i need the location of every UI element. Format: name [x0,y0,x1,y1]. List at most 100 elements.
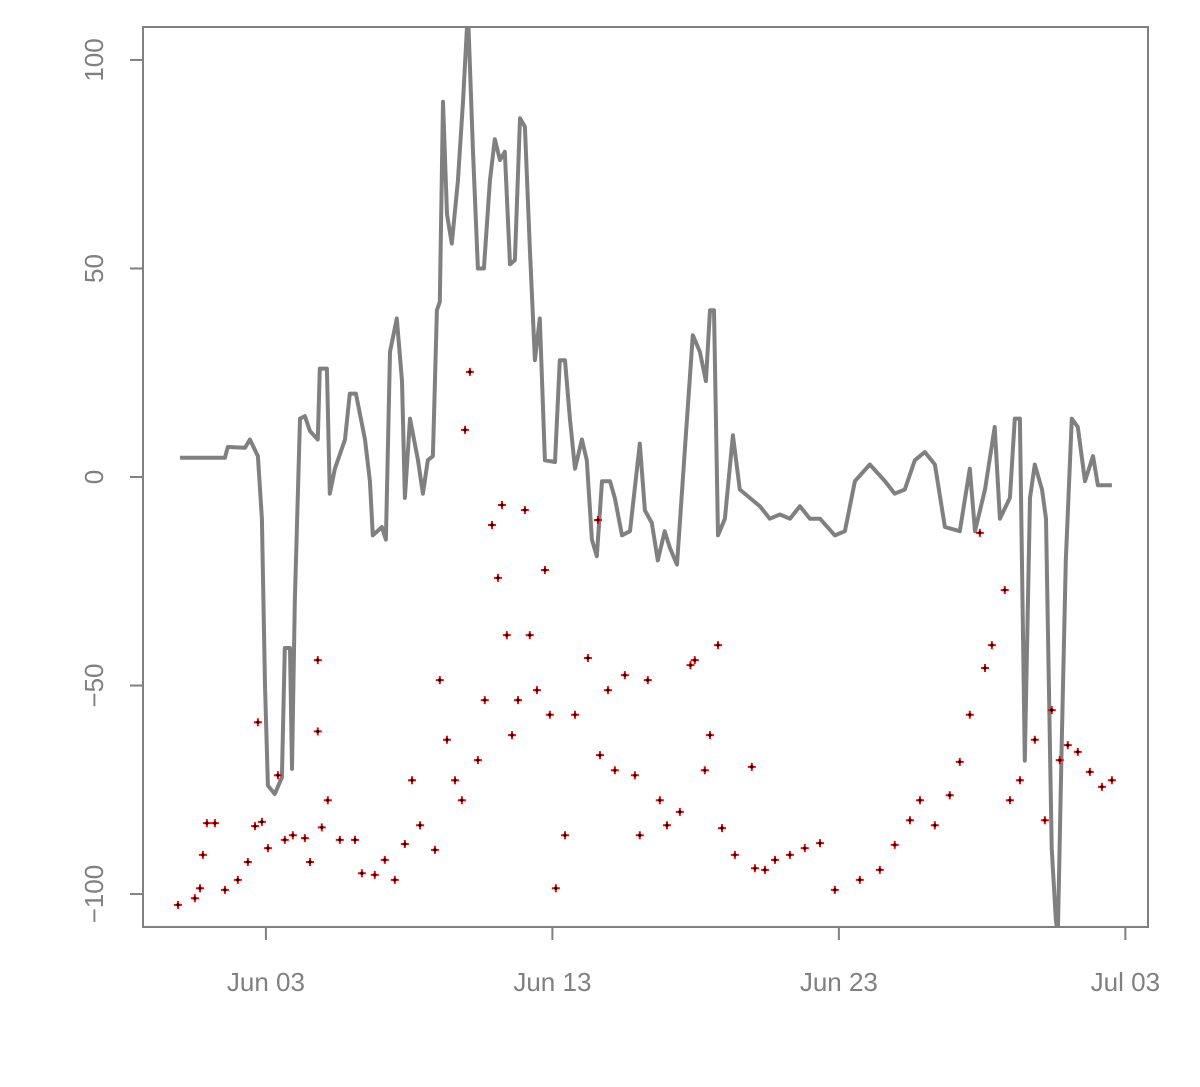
point-center [316,658,320,662]
data-point [253,718,262,727]
point-center [490,523,494,527]
point-center [418,823,422,827]
data-point [635,831,644,840]
point-center [205,821,209,825]
y-tick-label: 50 [79,254,109,283]
point-center [483,698,487,702]
data-point [905,816,914,825]
data-point [317,823,326,832]
point-center [598,753,602,757]
data-point [313,656,322,665]
data-point [620,671,629,680]
point-center [410,778,414,782]
y-tick-label: −100 [79,865,109,924]
point-center [1033,738,1037,742]
point-center [606,688,610,692]
data-point [560,831,569,840]
point-center [908,818,912,822]
data-point [450,776,459,785]
point-center [1043,818,1047,822]
point-center [291,833,295,837]
point-center [198,886,202,890]
point-center [373,873,377,877]
point-center [320,825,324,829]
point-center [563,833,567,837]
data-point [1030,735,1039,744]
point-center [763,868,767,872]
point-center [393,878,397,882]
point-center [528,633,532,637]
data-point [323,796,332,805]
data-point [300,834,309,843]
point-center [573,713,577,717]
data-point [1047,706,1056,715]
data-point [690,656,699,665]
point-center [638,833,642,837]
data-point [390,875,399,884]
point-center [505,633,509,637]
point-center [176,903,180,907]
point-center [968,713,972,717]
data-point [603,686,612,695]
data-point [370,870,379,879]
point-center [433,848,437,852]
point-center [1066,743,1070,747]
data-point [686,661,695,670]
point-center [750,765,754,769]
data-point [610,766,619,775]
data-point [760,865,769,874]
point-center [958,760,962,764]
data-point [551,884,560,893]
data-point [196,884,205,893]
point-center [383,858,387,862]
data-point [1000,586,1009,595]
data-point [945,791,954,800]
data-point [257,817,266,826]
data-point [351,835,360,844]
data-point [1015,776,1024,785]
data-point [497,500,506,509]
data-point [662,821,671,830]
data-point [507,731,516,740]
data-point [190,894,199,903]
point-center [445,738,449,742]
data-point [173,900,182,909]
data-point [243,857,252,866]
point-center [403,842,407,846]
data-point [202,819,211,828]
data-point [1097,782,1106,791]
point-center [353,838,357,842]
data-point [473,756,482,765]
data-point [540,566,549,575]
data-point [380,855,389,864]
data-point [593,515,602,524]
data-point [890,840,899,849]
point-center [246,860,250,864]
data-point [545,710,554,719]
data-point [251,822,260,831]
point-center [260,820,264,824]
point-center [720,826,724,830]
data-point [955,757,964,766]
data-point [465,367,474,376]
point-center [1058,758,1062,762]
point-center [276,773,280,777]
point-center [1008,798,1012,802]
point-center [326,798,330,802]
point-center [613,768,617,772]
point-center [253,824,257,828]
point-center [303,836,307,840]
data-point [461,425,470,434]
point-center [586,656,590,660]
plot-area [173,27,1116,927]
point-center [201,853,205,857]
data-point [263,844,272,853]
point-center [308,860,312,864]
data-point [1005,796,1014,805]
data-point [502,631,511,640]
data-point [313,727,322,736]
data-point [198,850,207,859]
point-center [918,798,922,802]
data-point [675,807,684,816]
point-center [500,503,504,507]
